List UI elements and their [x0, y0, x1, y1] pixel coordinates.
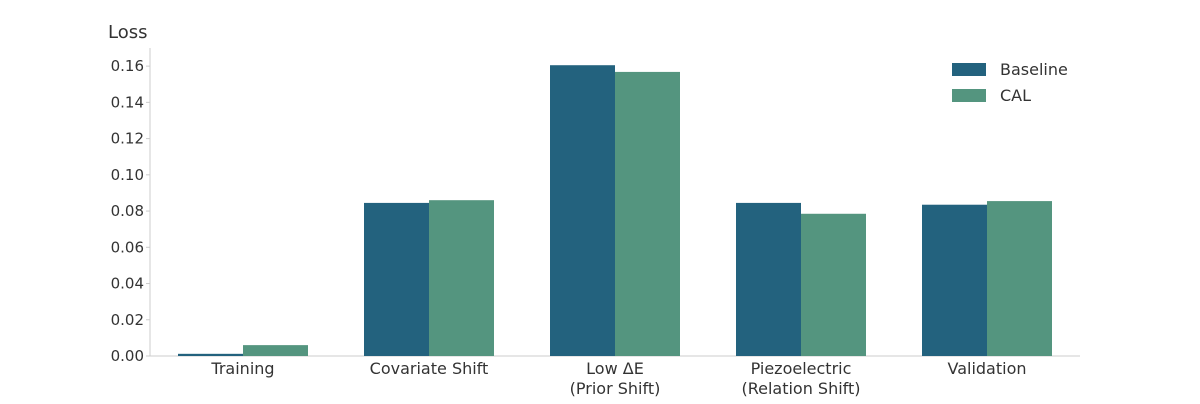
bar-cal: [615, 71, 680, 357]
y-tick-label: 0.12: [111, 130, 144, 148]
legend-label-baseline: Baseline: [1000, 60, 1068, 79]
legend-swatch-baseline: [952, 63, 986, 76]
y-tick-label: 0.06: [111, 238, 144, 256]
x-tick-label: (Relation Shift): [741, 379, 860, 398]
y-axis-label: Loss: [108, 22, 147, 43]
bar-baseline: [364, 202, 429, 356]
bar-baseline: [922, 204, 987, 356]
x-tick-labels: Training Covariate Shift Low ΔE(Prior Shif…: [210, 359, 1026, 398]
bar-cal: [801, 213, 866, 356]
bar-cal: [243, 345, 308, 356]
x-tick-label: (Prior Shift): [570, 379, 661, 398]
y-tick-label: 0.04: [111, 275, 144, 293]
y-tick-label: 0.02: [111, 311, 144, 329]
x-tick-label: Validation: [947, 359, 1026, 378]
legend-label-cal: CAL: [1000, 86, 1031, 105]
x-tick-label: Covariate Shift: [370, 359, 489, 378]
x-tick-label: Low ΔE: [586, 359, 644, 378]
y-tick-label: 0.10: [111, 166, 144, 184]
y-tick-label: 0.16: [111, 57, 144, 75]
bar-cal: [987, 201, 1052, 356]
bars: [178, 65, 1052, 357]
bar-baseline: [178, 353, 243, 356]
bar-baseline: [550, 65, 615, 356]
bar-cal: [429, 200, 494, 356]
x-tick-label: Training: [210, 359, 274, 378]
y-tick-label: 0.14: [111, 93, 144, 111]
legend: Baseline CAL: [952, 60, 1068, 105]
y-tick-label: 0.00: [111, 347, 144, 365]
y-tick-label: 0.08: [111, 202, 144, 220]
y-ticks: 0.00 0.02 0.04 0.06 0.08 0.10 0.12 0.14 0.16: [111, 57, 150, 365]
x-tick-label: Piezoelectric: [751, 359, 852, 378]
bar-baseline: [736, 202, 801, 356]
legend-swatch-cal: [952, 89, 986, 102]
